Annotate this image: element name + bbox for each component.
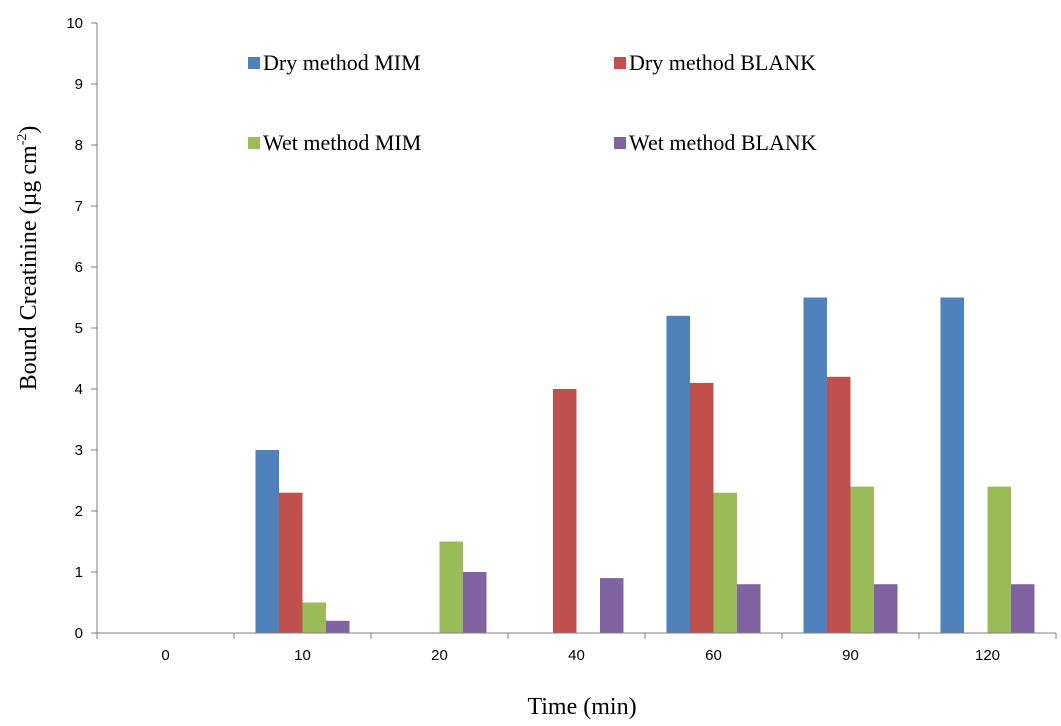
- y-axis-title-superscript: -2: [15, 134, 30, 146]
- bar: [279, 492, 303, 633]
- bar: [255, 450, 279, 633]
- y-axis-ticks: 0 1 2 3 4 5 6 7 8 9 10: [66, 15, 97, 642]
- bar: [553, 389, 577, 633]
- bar: [940, 297, 964, 633]
- y-tick-label: 2: [75, 503, 83, 520]
- bar: [1011, 584, 1035, 633]
- y-tick-label: 6: [75, 259, 83, 276]
- y-tick-label: 10: [66, 15, 83, 32]
- bar: [666, 315, 690, 633]
- y-axis-title: Bound Creatinine (µg cm-2): [15, 126, 42, 391]
- y-tick-label: 8: [75, 137, 83, 154]
- y-axis-title-main: Bound Creatinine (µg cm: [16, 145, 42, 390]
- bar: [803, 297, 827, 633]
- bar: [737, 584, 761, 633]
- bar: [850, 486, 874, 633]
- x-tick-label: 90: [842, 647, 859, 664]
- x-tick-label: 120: [975, 647, 1000, 664]
- x-tick-label: 20: [431, 647, 448, 664]
- legend-swatch: [248, 137, 260, 149]
- x-tick-label: 0: [161, 647, 169, 664]
- bar: [600, 578, 624, 633]
- legend-label: Dry method MIM: [263, 50, 421, 75]
- legend-swatch: [614, 137, 626, 149]
- legend-label: Wet method BLANK: [629, 130, 817, 155]
- legend-label: Wet method MIM: [263, 130, 421, 155]
- bar: [713, 492, 737, 633]
- y-tick-label: 1: [75, 564, 83, 581]
- y-tick-label: 7: [75, 198, 83, 215]
- y-tick-label: 0: [75, 625, 83, 642]
- x-axis-ticks: 0 10 20 40 60 90 120: [96, 633, 1057, 664]
- legend-swatch: [248, 57, 260, 69]
- x-axis-title: Time (min): [527, 694, 636, 720]
- legend-swatch: [614, 57, 626, 69]
- legend: Dry method MIM Dry method BLANK Wet method…: [248, 50, 817, 155]
- bar: [463, 572, 487, 633]
- bars: [255, 297, 1035, 633]
- y-tick-label: 3: [75, 442, 83, 459]
- bar: [326, 620, 350, 633]
- y-tick-label: 9: [75, 76, 83, 93]
- bar: [874, 584, 898, 633]
- legend-label: Dry method BLANK: [629, 50, 816, 75]
- bar: [827, 376, 851, 633]
- y-tick-label: 4: [75, 381, 83, 398]
- y-tick-label: 5: [75, 320, 83, 337]
- x-tick-label: 60: [705, 647, 722, 664]
- bar: [302, 602, 326, 633]
- bar: [690, 382, 714, 633]
- x-tick-label: 10: [294, 647, 311, 664]
- bar: [439, 541, 463, 633]
- bar: [987, 486, 1011, 633]
- x-tick-label: 40: [568, 647, 585, 664]
- y-axis-title-close: ): [16, 126, 42, 134]
